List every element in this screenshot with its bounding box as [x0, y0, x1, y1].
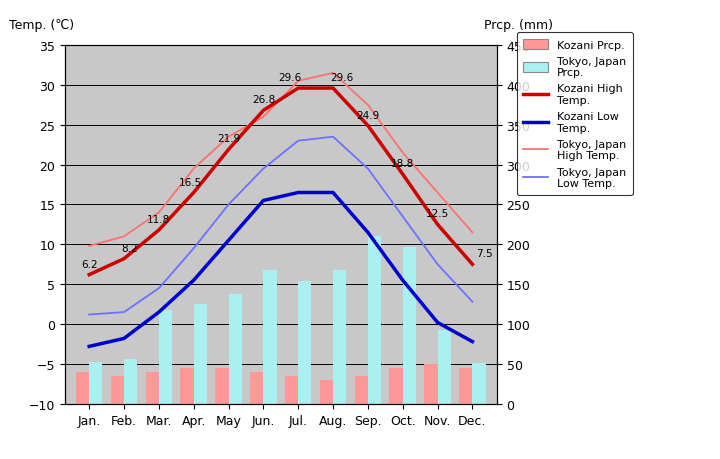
- Bar: [228, 294, 242, 404]
- Bar: [124, 359, 138, 404]
- Bar: [215, 368, 228, 404]
- Text: Prcp. (mm): Prcp. (mm): [484, 19, 553, 32]
- Bar: [250, 372, 264, 404]
- Text: 29.6: 29.6: [278, 73, 301, 83]
- Bar: [424, 364, 438, 404]
- Bar: [89, 363, 102, 404]
- Bar: [355, 376, 368, 404]
- Bar: [285, 376, 298, 404]
- Text: 29.6: 29.6: [330, 73, 354, 83]
- Bar: [402, 247, 416, 404]
- Text: 11.8: 11.8: [147, 214, 171, 224]
- Text: 16.5: 16.5: [179, 177, 202, 187]
- Bar: [438, 331, 451, 404]
- Bar: [390, 368, 402, 404]
- Bar: [264, 270, 276, 404]
- Text: 12.5: 12.5: [426, 209, 449, 219]
- Text: Temp. (℃): Temp. (℃): [9, 19, 73, 32]
- Bar: [159, 310, 172, 404]
- Text: 21.9: 21.9: [217, 134, 240, 144]
- Bar: [194, 304, 207, 404]
- Text: 7.5: 7.5: [477, 249, 493, 259]
- Bar: [368, 237, 381, 404]
- Bar: [320, 380, 333, 404]
- Text: 24.9: 24.9: [356, 110, 379, 120]
- Legend: Kozani Prcp., Tokyo, Japan
Prcp., Kozani High
Temp., Kozani Low
Temp., Tokyo, Ja: Kozani Prcp., Tokyo, Japan Prcp., Kozani…: [517, 33, 633, 196]
- Bar: [76, 372, 89, 404]
- Bar: [111, 376, 124, 404]
- Bar: [459, 368, 472, 404]
- Text: 18.8: 18.8: [391, 159, 415, 169]
- Bar: [472, 364, 486, 404]
- Bar: [333, 270, 346, 404]
- Text: 8.2: 8.2: [121, 243, 138, 253]
- Bar: [145, 372, 159, 404]
- Bar: [181, 368, 194, 404]
- Text: 6.2: 6.2: [81, 259, 97, 269]
- Bar: [298, 281, 312, 404]
- Text: 26.8: 26.8: [252, 95, 275, 105]
